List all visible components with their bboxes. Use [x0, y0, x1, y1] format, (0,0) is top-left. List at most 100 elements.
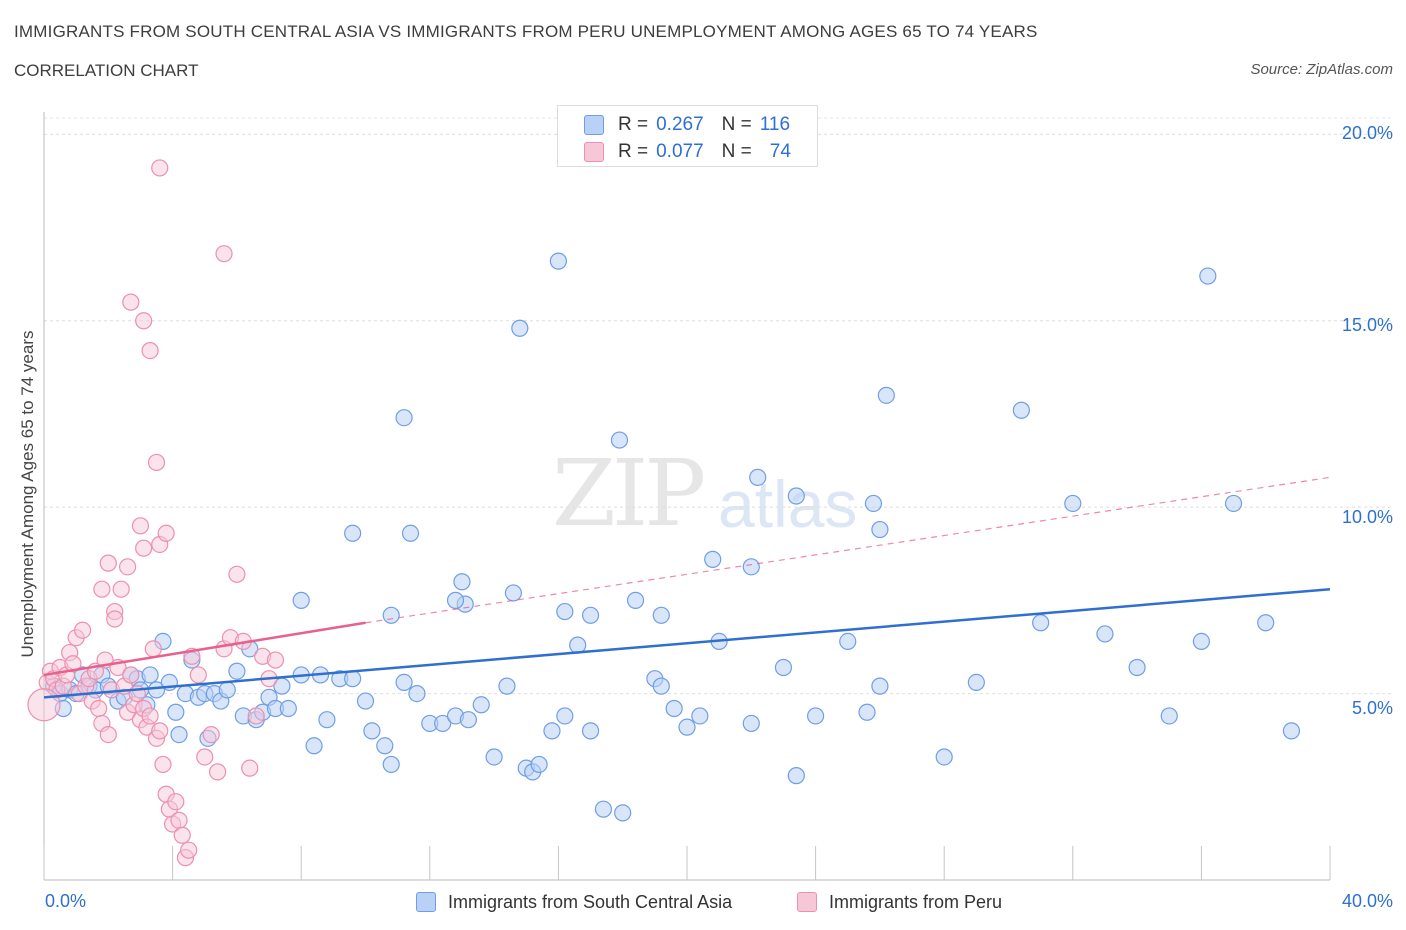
blue-point: [549, 252, 568, 270]
blue-point: [871, 520, 889, 539]
pink-point: [147, 453, 166, 472]
blue-point: [1199, 267, 1217, 285]
blue-point: [610, 431, 629, 449]
pink-point: [90, 699, 108, 718]
pink-point: [112, 580, 130, 598]
legend-r-label: R =: [618, 141, 649, 162]
blue-point: [305, 737, 323, 755]
blue-point: [408, 684, 426, 703]
blue-point: [395, 409, 413, 427]
blue-point: [472, 696, 490, 714]
pink-point: [64, 655, 82, 673]
blue-point: [704, 550, 722, 568]
pink-point: [170, 811, 188, 829]
pink-trend-extension: [365, 476, 1331, 624]
pink-point: [27, 688, 61, 722]
blue-point: [453, 573, 471, 591]
pink-point: [228, 565, 246, 583]
blue-point: [614, 804, 632, 822]
pink-point: [99, 554, 117, 572]
blue-point: [581, 606, 600, 624]
pink-point: [151, 159, 169, 177]
series-label: Immigrants from Peru: [829, 891, 1003, 912]
blue-point: [652, 606, 670, 624]
legend-swatch-blue: [584, 115, 604, 135]
blue-point: [581, 722, 600, 740]
legend-row-pink: R = 0.077 N = 74: [584, 140, 791, 164]
legend-swatch-pink: [584, 142, 604, 162]
blue-point: [749, 468, 767, 486]
pink-point: [189, 666, 207, 684]
blue-point: [218, 681, 236, 699]
blue-point: [141, 666, 159, 684]
blue-point: [498, 677, 516, 695]
blue-point: [1282, 722, 1301, 740]
series-swatch-pink: [797, 892, 817, 912]
blue-point: [839, 632, 857, 650]
blue-point: [1012, 401, 1030, 419]
blue-point: [678, 718, 696, 736]
series-label: Immigrants from South Central Asia: [448, 891, 733, 912]
pink-point: [215, 245, 233, 263]
blue-point: [774, 658, 793, 677]
blue-point: [401, 524, 420, 542]
pink-point: [167, 793, 185, 811]
pink-point: [99, 726, 117, 744]
pink-point: [131, 517, 150, 535]
correlation-legend: R = 0.267 N = 116 R = 0.077 N = 74: [557, 105, 818, 167]
legend-r-value: 0.077: [656, 141, 704, 162]
blue-point: [742, 714, 760, 733]
pink-point: [122, 293, 140, 311]
series-legend-item-south-central-asia[interactable]: Immigrants from South Central Asia: [416, 889, 732, 915]
blue-point: [665, 699, 683, 718]
pink-point: [73, 621, 92, 639]
pink-point: [241, 759, 259, 777]
pink-point: [122, 666, 140, 684]
blue-point: [485, 748, 503, 766]
watermark-zip: ZIP: [552, 440, 706, 547]
pink-point: [141, 342, 159, 360]
blue-point: [147, 681, 166, 699]
legend-n-value: 116: [759, 114, 791, 135]
series-legend: Immigrants from South Central Asia Immig…: [0, 889, 1406, 915]
y-tick-label-20: 20.0%: [1341, 123, 1393, 143]
pink-point: [118, 558, 137, 576]
blue-point: [556, 602, 574, 621]
blue-point: [395, 673, 413, 692]
blue-point: [652, 677, 670, 695]
pink-point: [202, 726, 220, 744]
blue-point: [1257, 614, 1275, 632]
blue-point: [279, 699, 297, 718]
pink-point: [135, 312, 153, 330]
blue-point: [1064, 494, 1082, 513]
blue-point: [1032, 614, 1050, 632]
pink-trend-line: [43, 621, 366, 677]
x-tick-label-right: 40.0%: [1341, 891, 1393, 911]
legend-r-label: R =: [618, 114, 649, 135]
blue-point: [556, 707, 574, 725]
legend-n-value: 74: [769, 141, 791, 162]
pink-point: [135, 539, 153, 557]
blue-point: [292, 591, 310, 609]
y-axis-label: Unemployment Among Ages 65 to 74 years: [18, 330, 37, 658]
blue-point: [434, 714, 452, 733]
pink-point: [141, 707, 159, 725]
legend-r-value: 0.267: [656, 114, 704, 135]
pink-point: [144, 640, 162, 658]
blue-point: [871, 677, 889, 695]
blue-point: [170, 726, 188, 744]
pink-point: [266, 651, 285, 669]
blue-point: [864, 494, 883, 513]
blue-point: [511, 319, 529, 337]
blue-point: [1224, 494, 1243, 513]
series-legend-item-peru[interactable]: Immigrants from Peru: [797, 889, 1002, 915]
blue-point: [787, 767, 805, 785]
blue-point: [446, 591, 465, 609]
source-label: Source: ZipAtlas.com: [1250, 61, 1393, 78]
blue-point: [858, 703, 876, 721]
blue-point: [530, 755, 548, 774]
blue-point: [967, 673, 985, 692]
blue-point: [356, 692, 375, 710]
blue-point: [376, 737, 394, 755]
